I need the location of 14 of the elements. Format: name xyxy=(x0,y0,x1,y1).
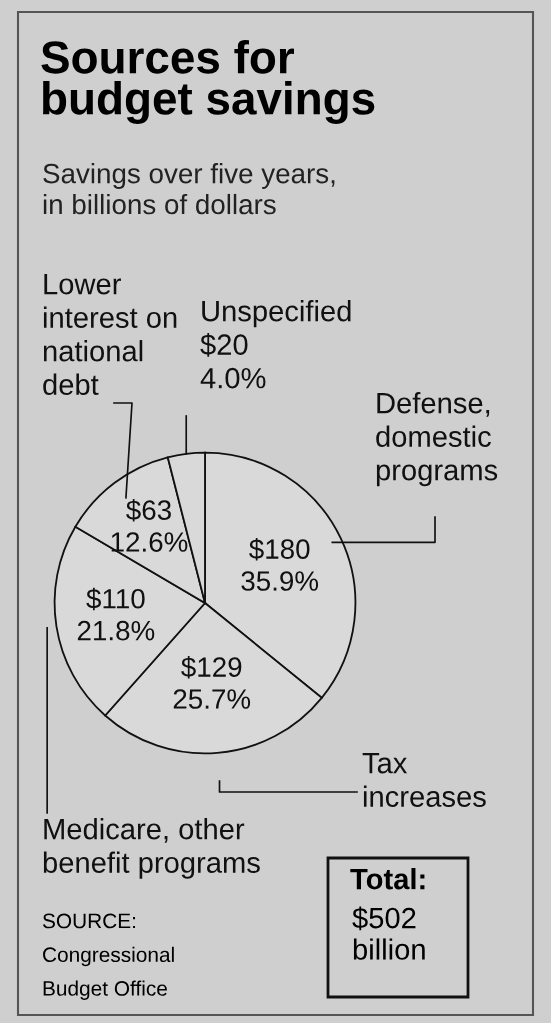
text: Total: $502 billion xyxy=(350,868,425,960)
legend-label: Tax increases xyxy=(362,753,486,807)
source-note: SOURCE: Congressional Budget Office xyxy=(42,913,174,1000)
slice-label: Medicare, other benefit programs xyxy=(43,818,260,879)
data-label: $110 21.8% xyxy=(77,587,155,641)
data-label: $20 4.0% xyxy=(200,333,266,389)
slice-label: Defense, domestic programs xyxy=(376,392,498,487)
data-label: $180 35.9% xyxy=(241,538,319,591)
data-label: $63 12.6% xyxy=(111,499,188,552)
slice-label: Unspecified xyxy=(202,300,351,328)
data-label: $129 25.7% xyxy=(173,656,251,709)
slice-label: Lower interest on national debt xyxy=(43,274,177,396)
chart-subtitle: Savings over five years, in billions of dollars xyxy=(43,163,335,215)
chart-title: Sources for budget savings xyxy=(41,40,375,124)
